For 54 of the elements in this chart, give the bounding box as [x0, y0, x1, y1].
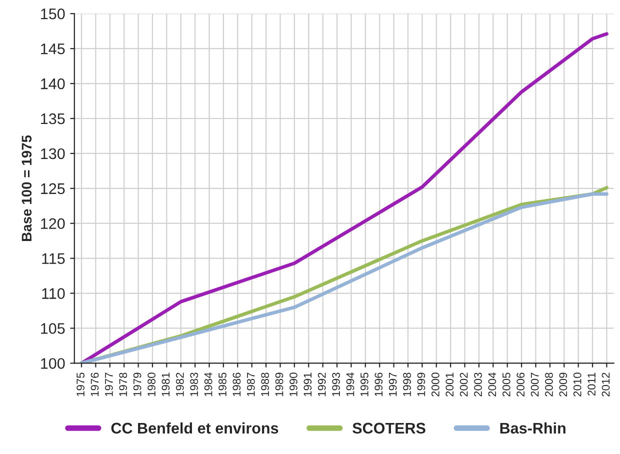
x-tick-label: 2004	[488, 372, 496, 396]
x-tick-label: 2002	[460, 372, 468, 396]
y-axis-title: Base 100 = 1975	[22, 135, 32, 241]
x-tick-label: 1982	[176, 372, 184, 396]
legend-label: CC Benfeld et environs	[111, 422, 278, 434]
y-tick-label: 145	[41, 44, 65, 54]
x-tick-label: 1996	[374, 372, 383, 396]
x-tick-label: 1993	[332, 372, 340, 396]
y-tick-label: 125	[41, 183, 65, 194]
x-tick-label: 1994	[346, 372, 354, 396]
y-tick-label: 120	[41, 218, 65, 230]
y-tick-label: 130	[41, 148, 65, 160]
x-tick-label: 1991	[304, 372, 312, 396]
x-tick-label: 1988	[261, 372, 270, 396]
x-tick-label: 1978	[119, 372, 128, 396]
legend-label: SCOTERS	[352, 422, 426, 434]
x-tick-label: 1997	[388, 372, 397, 396]
x-tick-label: 1992	[318, 372, 326, 396]
x-tick-label: 2008	[545, 372, 553, 396]
x-tick-label: 1977	[105, 372, 113, 396]
x-tick-label: 1981	[162, 372, 170, 396]
x-tick-label: 2005	[502, 372, 510, 396]
x-tick-label: 1989	[275, 372, 284, 396]
y-tick-label: 100	[41, 358, 65, 369]
x-tick-label: 1975	[76, 372, 84, 396]
y-tick-label: 105	[41, 323, 65, 334]
x-tick-label: 2012	[602, 372, 610, 396]
y-tick-label: 110	[42, 288, 65, 299]
y-tick-label: 135	[41, 113, 65, 124]
x-tick-label: 1995	[360, 372, 368, 396]
x-tick-label: 1999	[417, 372, 426, 396]
x-tick-label: 1987	[246, 372, 255, 396]
y-tick-label: 115	[42, 253, 65, 264]
x-tick-label: 2007	[530, 372, 539, 396]
x-tick-label: 2011	[588, 372, 596, 396]
legend-label: Bas-Rhin	[500, 422, 566, 434]
x-tick-label: 2010	[573, 372, 582, 396]
x-tick-label: 1986	[232, 372, 241, 396]
x-tick-label: 2003	[474, 372, 482, 396]
x-tick-label: 1979	[133, 372, 142, 396]
x-tick-label: 2001	[446, 372, 454, 396]
x-tick-label: 1976	[90, 372, 99, 396]
x-tick-label: 1980	[148, 372, 156, 396]
x-tick-label: 1998	[403, 372, 411, 396]
y-tick-label: 140	[41, 78, 65, 90]
x-tick-label: 1990	[290, 372, 298, 396]
x-tick-label: 1984	[204, 372, 212, 396]
x-tick-label: 1985	[218, 372, 226, 396]
x-tick-label: 1983	[190, 372, 198, 396]
y-tick-label: 150	[41, 8, 65, 20]
x-tick-label: 2000	[431, 372, 440, 396]
line-series	[80, 32, 608, 364]
x-tick-label: 2006	[516, 372, 525, 396]
x-tick-label: 2009	[559, 372, 568, 396]
